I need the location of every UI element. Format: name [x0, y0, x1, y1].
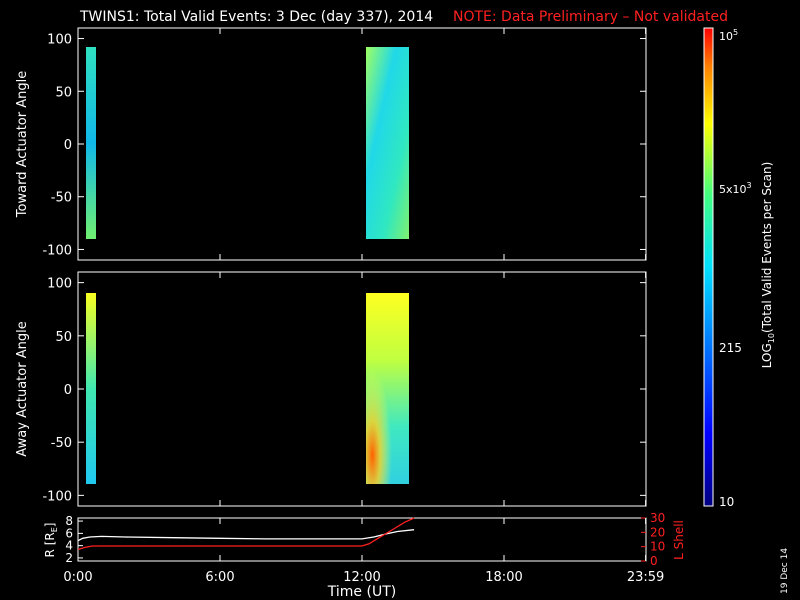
ytick-label: -100	[42, 489, 72, 504]
ytick-label: 50	[55, 330, 72, 345]
preliminary-note: NOTE: Data Preliminary – Not validated	[453, 9, 728, 25]
ytick-label: 100	[47, 33, 72, 48]
lshell-tick-label: 0	[650, 554, 658, 568]
colorbar-mid-label: 5x103	[719, 181, 752, 196]
radius-tick-label: 2	[65, 551, 73, 565]
radius-tick-label: 4	[65, 539, 73, 553]
colorbar-gradient	[703, 27, 714, 507]
lshell-tick-label: 20	[650, 525, 665, 539]
colorbar-bottom-label: 10	[719, 495, 734, 509]
panel-toward: Toward Actuator Angle 100 50 0 -50 -100	[15, 27, 647, 261]
orbit-lines	[77, 517, 415, 551]
radius-tick-label: 6	[65, 526, 73, 540]
colorbar-label-sub: 10	[767, 333, 776, 343]
block-away-1	[86, 293, 96, 484]
radius-tick-label: 8	[65, 514, 73, 528]
panel-away-frame	[77, 271, 647, 507]
ylabel-radius: R [RE]	[43, 523, 59, 558]
colorbar-label-log: LOG	[760, 343, 774, 368]
block-toward-1	[86, 47, 96, 239]
colorbar-mid-exp: 3	[747, 181, 752, 190]
lshell-line	[77, 517, 415, 551]
ylabel-radius-close: ]	[43, 523, 57, 528]
block-away-2-hotspot	[366, 293, 409, 484]
date-stamp: 19 Dec 14	[780, 548, 790, 594]
ylabel-lshell: L Shell	[672, 520, 686, 560]
panel-toward-frame	[77, 27, 647, 261]
xtick-label: 23:59	[627, 570, 664, 585]
colorbar-mid-base: 5x10	[719, 183, 747, 196]
panel-away: Away Actuator Angle 100 50 0 -50 -100	[15, 271, 647, 507]
ylabel-toward: Toward Actuator Angle	[15, 71, 30, 218]
colorbar-top-exp: 5	[733, 28, 738, 37]
ylabel-radius-sub: E	[50, 527, 59, 532]
ytick-label: -100	[42, 243, 72, 258]
colorbar: 105 5x103 215 10 LOG10(Total Valid Event…	[703, 27, 776, 509]
lshell-tick-label: 30	[650, 511, 665, 525]
ytick-label: 0	[64, 383, 72, 398]
ytick-label: 50	[55, 85, 72, 100]
xtick-label: 6:00	[205, 570, 234, 585]
yticks-away: 100 50 0 -50 -100	[42, 277, 646, 504]
lshell-tick-label: 10	[650, 540, 665, 554]
yticks-toward: 100 50 0 -50 -100	[42, 33, 646, 258]
ylabel-away: Away Actuator Angle	[15, 321, 30, 456]
block-toward-2	[366, 47, 409, 239]
colorbar-top-base: 10	[719, 30, 733, 43]
x-axis-label: Time (UT)	[327, 584, 396, 600]
xtick-label: 12:00	[343, 570, 380, 585]
colorbar-axis-label: LOG10(Total Valid Events per Scan)	[760, 162, 776, 369]
colorbar-top-label: 105	[719, 28, 738, 43]
ytick-label: 0	[64, 138, 72, 153]
chart-title: TWINS1: Total Valid Events: 3 Dec (day 3…	[79, 9, 433, 25]
x-axis-ticks: 0:00 6:00 12:00 18:00 23:59	[63, 28, 664, 585]
ytick-label: -50	[51, 436, 72, 451]
xtick-label: 0:00	[63, 570, 92, 585]
colorbar-low-label: 215	[719, 341, 742, 355]
xtick-label: 18:00	[485, 570, 522, 585]
ytick-label: -50	[51, 191, 72, 206]
colorbar-label-rest: (Total Valid Events per Scan)	[760, 162, 774, 333]
radius-line	[77, 529, 415, 542]
ylabel-radius-main: R [R	[43, 532, 57, 557]
ytick-label: 100	[47, 277, 72, 292]
